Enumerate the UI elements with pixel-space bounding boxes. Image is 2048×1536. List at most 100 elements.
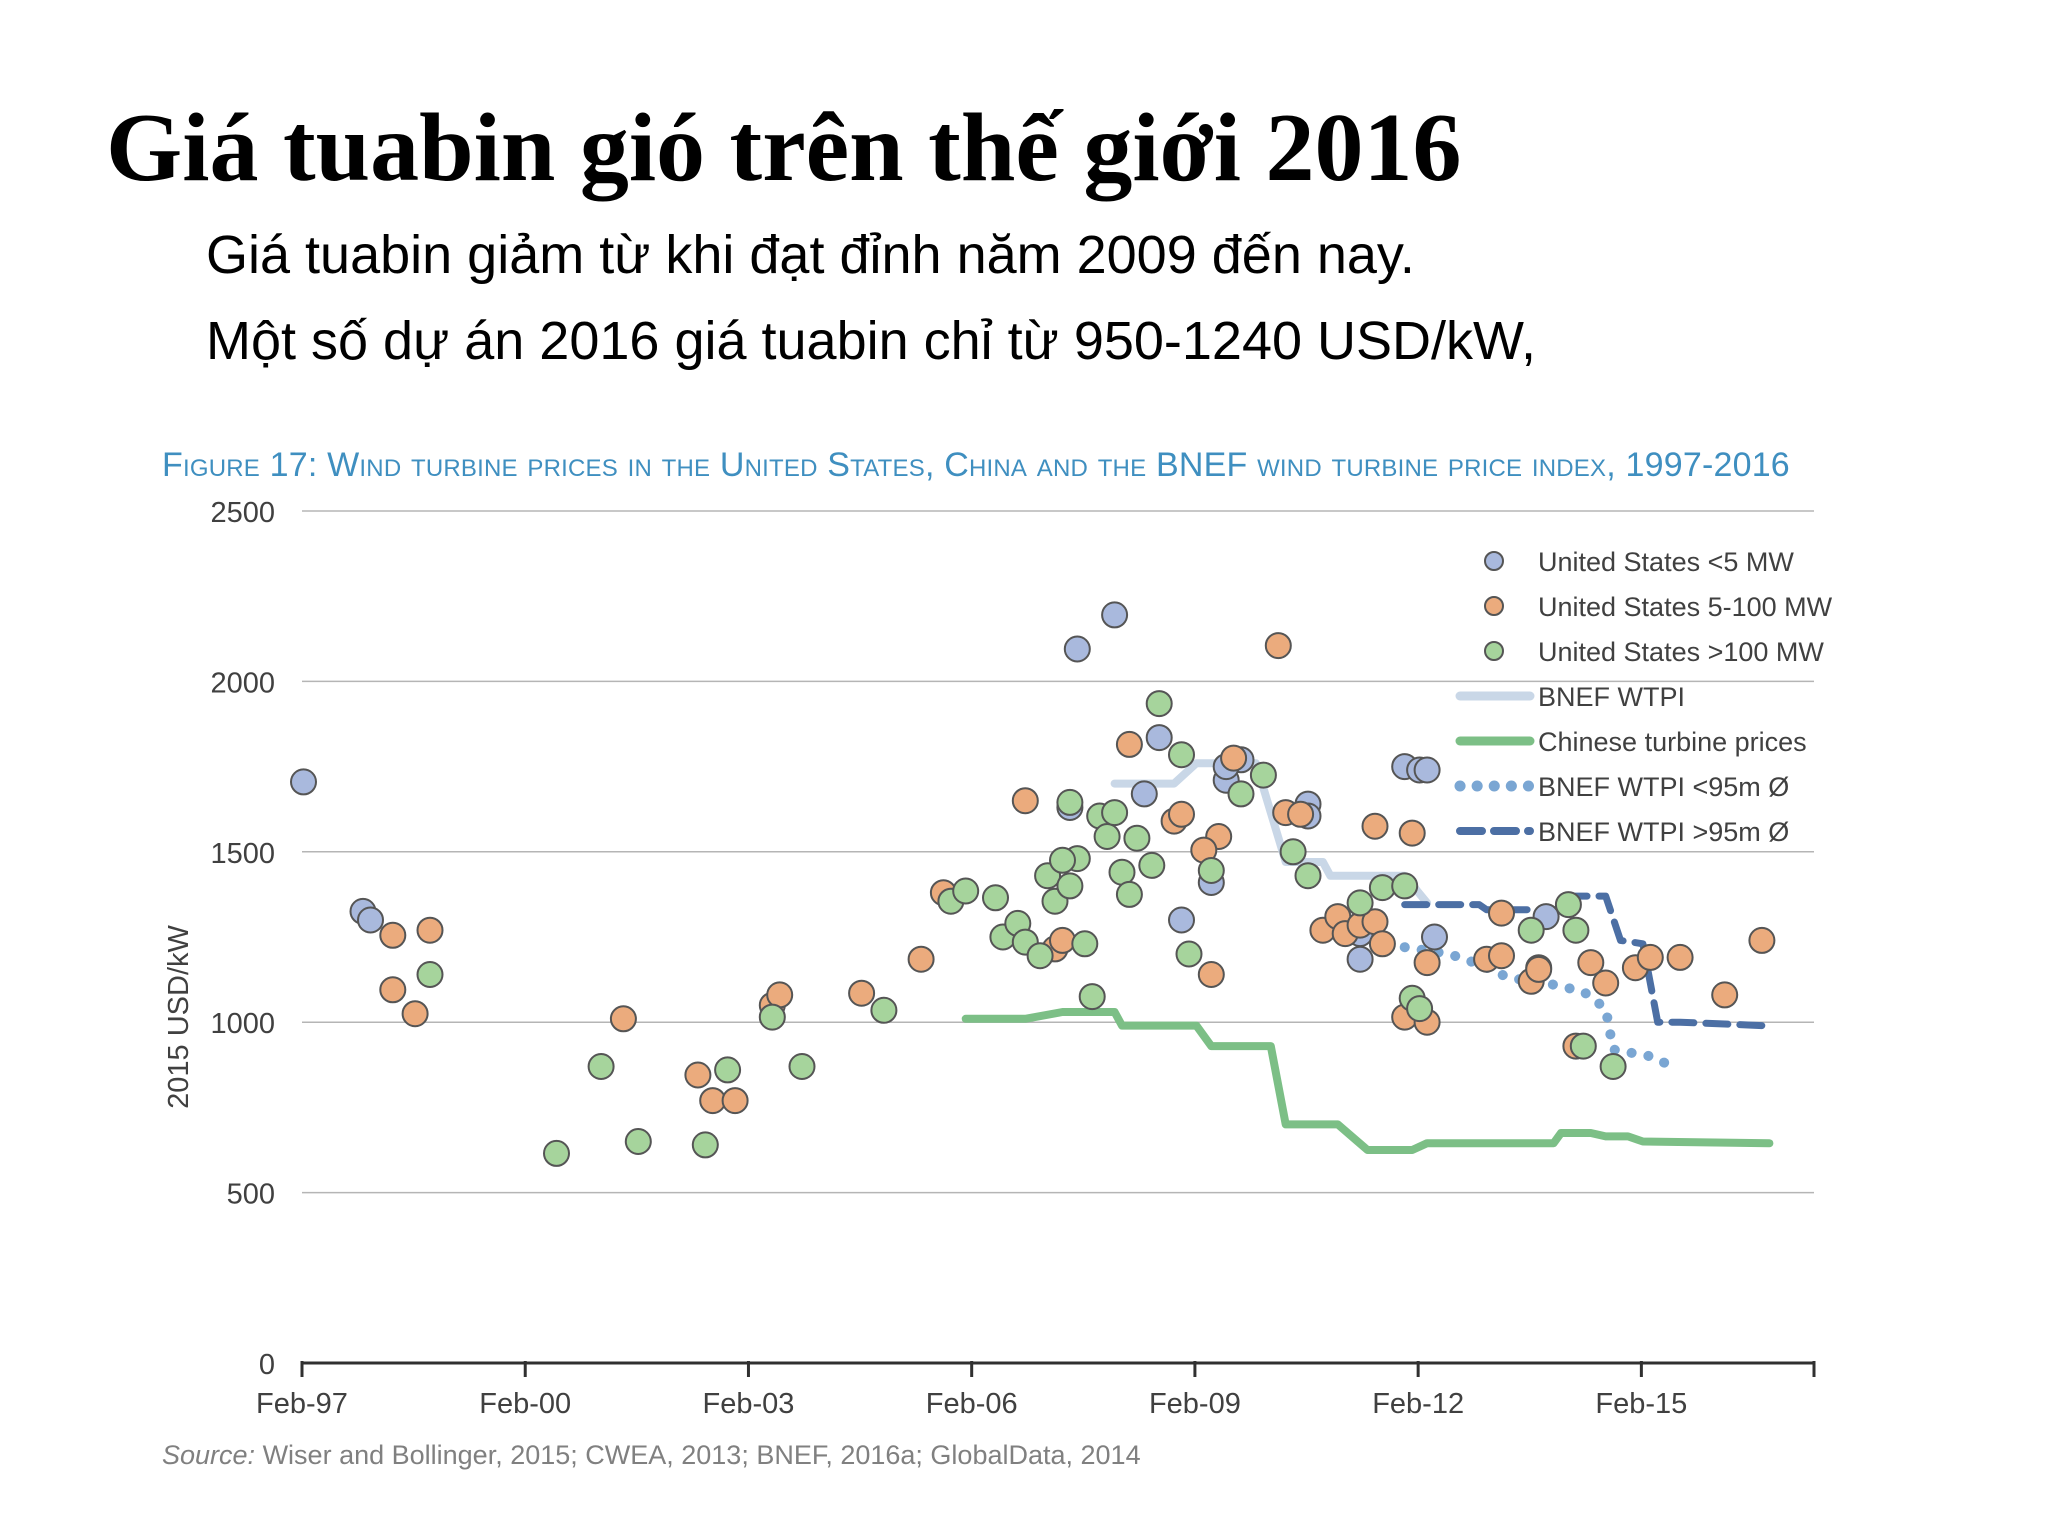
scatter-point-2 <box>1168 741 1195 769</box>
x-tick-label: Feb-09 <box>1149 1388 1241 1420</box>
scatter-point-1 <box>379 976 407 1004</box>
scatter-point-1 <box>1115 730 1143 758</box>
legend-swatch <box>1484 551 1504 571</box>
scatter-point-1 <box>766 981 794 1009</box>
slide-title: Giá tuabin gió trên thế giới 2016 <box>106 94 1462 202</box>
source-note: Source: Wiser and Bollinger, 2015; CWEA,… <box>162 1440 1141 1471</box>
scatter-point-1 <box>1592 969 1620 997</box>
scatter-point-1 <box>1197 961 1225 988</box>
scatter-point-2 <box>952 877 980 905</box>
scatter-point-2 <box>1093 823 1121 850</box>
scatter-point-2 <box>1078 983 1106 1011</box>
scatter-point-2 <box>1562 916 1590 944</box>
scatter-point-1 <box>1398 819 1426 847</box>
scatter-point-2 <box>714 1056 742 1084</box>
y-tick-label: 1500 <box>210 838 275 870</box>
series-line-2 <box>1399 942 1678 1072</box>
scatter-point-1 <box>1011 787 1039 815</box>
source-text: Wiser and Bollinger, 2015; CWEA, 2013; B… <box>262 1440 1141 1470</box>
scatter-point-1 <box>1488 942 1515 970</box>
y-tick-label: 2500 <box>210 497 275 529</box>
scatter-point-1 <box>1413 949 1441 977</box>
scatter-point-0 <box>357 906 384 934</box>
scatter-point-2 <box>1346 889 1374 917</box>
x-tick-label: Feb-03 <box>703 1388 795 1420</box>
scatter-point-0 <box>1145 724 1173 752</box>
scatter-point-2 <box>416 961 444 988</box>
legend-swatch <box>1484 596 1504 616</box>
scatter-point-2 <box>1391 872 1419 900</box>
scatter-point-2 <box>870 996 898 1024</box>
scatter-point-2 <box>1071 930 1099 958</box>
y-tick-label: 2000 <box>210 667 275 699</box>
series-line-1 <box>961 1008 1774 1154</box>
scatter-point-0 <box>1130 780 1158 808</box>
scatter-point-2 <box>1249 761 1277 789</box>
scatter-point-0 <box>1413 756 1441 784</box>
scatter-point-2 <box>1569 1032 1597 1060</box>
scatter-point-1 <box>699 1087 727 1115</box>
scatter-point-1 <box>907 945 935 973</box>
scatter-point-2 <box>1101 799 1129 827</box>
scatter-point-2 <box>1599 1053 1627 1080</box>
legend-label: United States 5-100 MW <box>1538 592 1833 622</box>
scatter-point-1 <box>1287 800 1315 828</box>
legend-swatch <box>1484 641 1504 661</box>
scatter-point-2 <box>1056 872 1084 900</box>
scatter-point-1 <box>1368 930 1396 958</box>
scatter-point-2 <box>691 1131 719 1159</box>
scatter-point-1 <box>1264 632 1292 660</box>
scatter-point-1 <box>379 921 407 949</box>
scatter-point-0 <box>1346 945 1374 973</box>
scatter-point-2 <box>1294 862 1322 890</box>
scatter-point-2 <box>624 1128 652 1155</box>
scatter-point-2 <box>788 1053 816 1080</box>
scatter-point-1 <box>684 1061 712 1089</box>
scatter-point-2 <box>1138 851 1166 879</box>
scatter-point-1 <box>721 1087 749 1115</box>
scatter-point-2 <box>1145 690 1173 718</box>
scatter-point-2 <box>587 1053 615 1080</box>
y-tick-label: 500 <box>227 1179 275 1211</box>
scatter-point-2 <box>1115 880 1143 908</box>
legend-label: BNEF WTPI <box>1538 682 1685 712</box>
scatter-point-1 <box>1049 926 1076 954</box>
scatter-point-1 <box>1361 812 1389 840</box>
y-tick-label: 1000 <box>210 1008 275 1040</box>
scatter-point-2 <box>1108 858 1136 886</box>
bullet-text-1: Giá tuabin giảm từ khi đạt đỉnh năm 2009… <box>206 225 1415 285</box>
scatter-point-1 <box>401 1000 429 1028</box>
scatter-point-1 <box>1168 800 1195 828</box>
scatter-point-0 <box>1063 635 1091 663</box>
scatter-point-2 <box>982 884 1009 912</box>
x-tick-label: Feb-15 <box>1595 1388 1687 1420</box>
scatter-point-0 <box>1421 923 1448 951</box>
x-tick-label: Feb-06 <box>926 1388 1018 1420</box>
legend-label: BNEF WTPI <95m Ø <box>1538 772 1789 802</box>
scatter-point-1 <box>1488 899 1515 927</box>
scatter-point-2 <box>1279 838 1307 866</box>
scatter-point-1 <box>1636 943 1664 971</box>
scatter-point-2 <box>1056 788 1084 816</box>
figure-title: Figure 17: Wind turbine prices in the Un… <box>162 446 1790 484</box>
scatter-point-0 <box>1168 906 1195 934</box>
scatter-point-2 <box>1049 846 1076 874</box>
legend-label: United States >100 MW <box>1538 637 1824 667</box>
scatter-point-1 <box>1748 926 1776 954</box>
scatter-point-0 <box>290 768 317 796</box>
scatter-point-2 <box>1227 780 1255 808</box>
scatter-point-2 <box>543 1139 570 1167</box>
scatter-point-2 <box>1197 857 1225 884</box>
source-label: Source: <box>162 1440 256 1470</box>
x-tick-label: Feb-00 <box>479 1388 571 1420</box>
scatter-point-1 <box>1525 955 1553 983</box>
legend-label: United States <5 MW <box>1538 547 1794 577</box>
scatter-point-1 <box>1577 949 1605 977</box>
scatter-point-1 <box>416 916 444 944</box>
scatter-point-1 <box>1666 943 1694 971</box>
legend-label: Chinese turbine prices <box>1538 727 1807 757</box>
x-tick-label: Feb-97 <box>256 1388 348 1420</box>
scatter-point-2 <box>1554 891 1582 919</box>
scatter-point-2 <box>1368 874 1396 902</box>
scatter-point-0 <box>1101 601 1129 629</box>
